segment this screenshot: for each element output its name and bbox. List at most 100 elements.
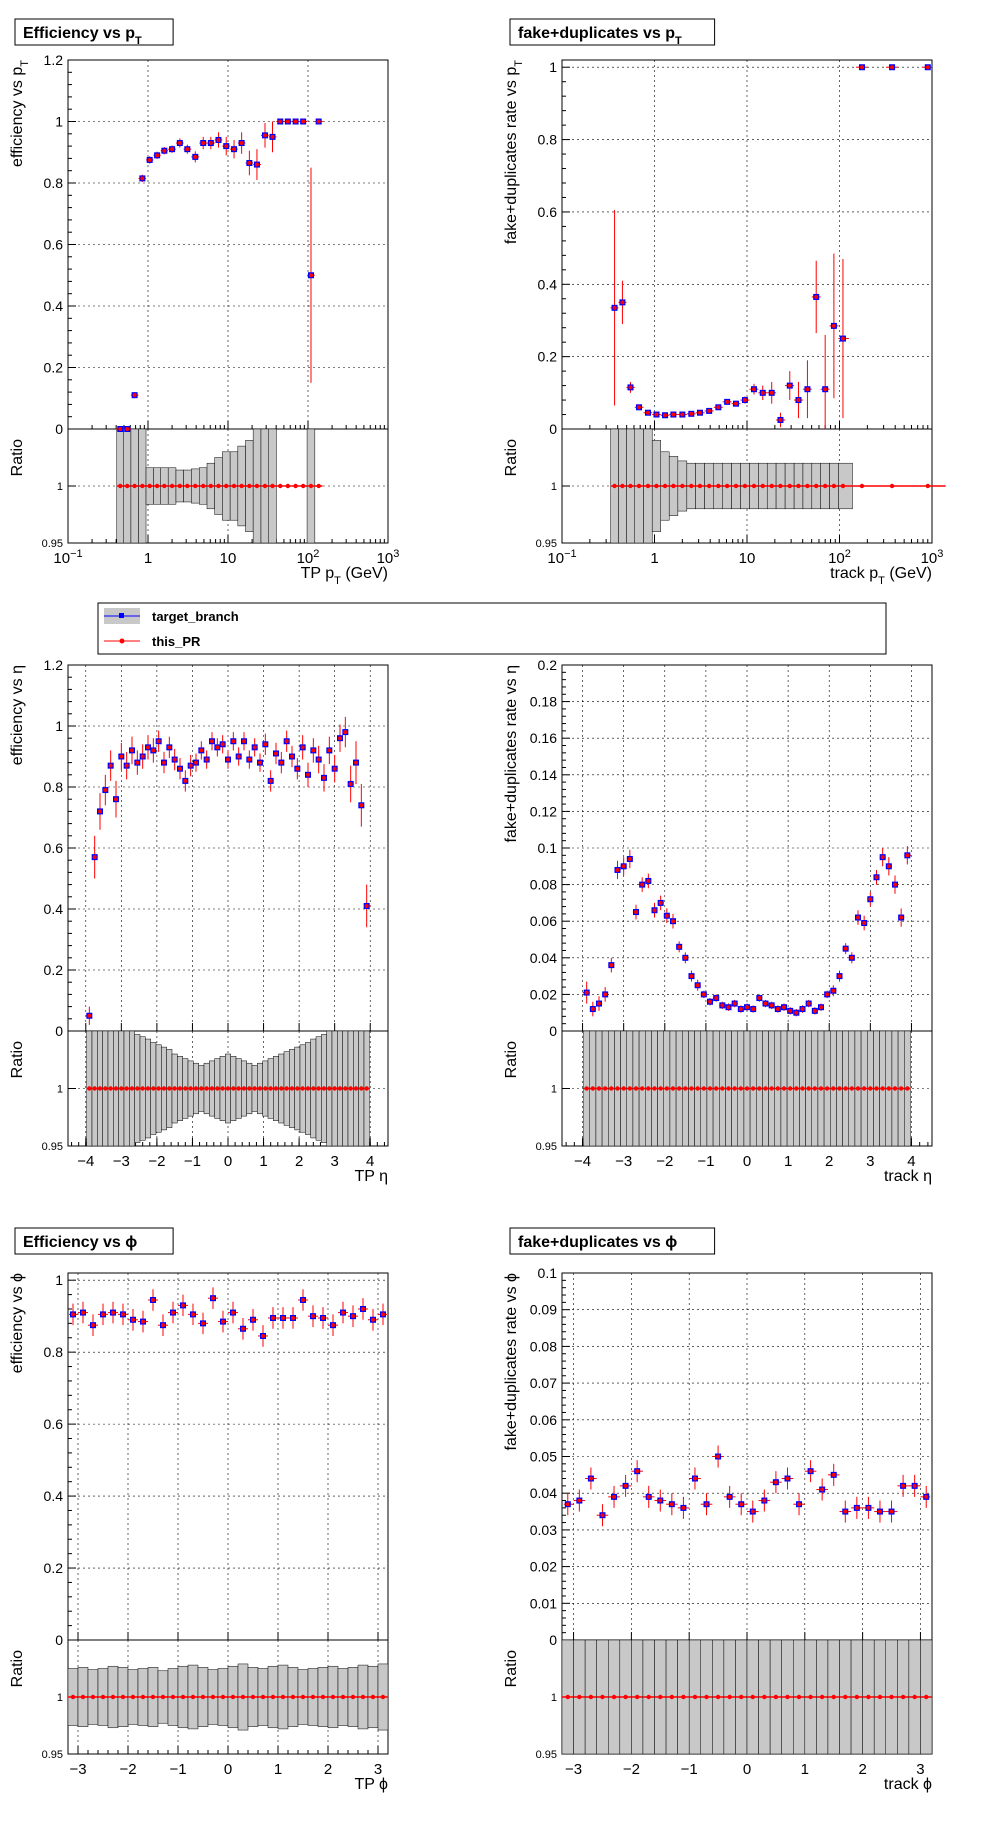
y-axis-title: efficiency vs η [9,665,26,765]
x-tick-label: 0 [743,1761,751,1778]
ratio-marker [247,1086,252,1091]
data-point-current [170,147,175,152]
data-point-current [220,742,225,747]
data-point-current [637,405,642,410]
data-point-current [268,778,273,783]
x-axis-title: TP ϕ [354,1776,388,1793]
chart-title-box: Efficiency vs ϕ [14,1227,174,1255]
chart-eff-eta: 0 0.2 0.4 0.6 0.8 1 1.2 0.95 1 −4 −3 −2 −1 0 1 2 3 4TP η e… [9,657,389,1185]
data-point-current [714,996,719,1001]
data-point-current [750,1509,755,1514]
ratio-axis-title: Ratio [9,1041,26,1078]
data-point-current [837,974,842,979]
data-point-current [689,411,694,416]
data-point-current [211,1296,215,1301]
data-point-current [270,134,275,139]
ratio-marker [868,1086,873,1091]
data-point-current [327,748,332,753]
ratio-marker [270,483,275,489]
y-tick-label: 0.09 [530,1302,557,1318]
data-point-current [199,748,204,753]
ratio-marker [701,1086,707,1091]
y-tick-label: 0.2 [538,657,558,673]
data-point-current [742,398,747,403]
data-point-current [671,412,676,417]
ratio-marker [620,483,625,489]
x-tick-label: 3 [916,1761,924,1778]
data-point-current [111,1310,115,1315]
data-point-current [140,176,145,181]
data-point-current [188,763,193,768]
x-tick-label: −1 [169,1761,186,1778]
data-point-current [290,754,294,759]
data-point-current [745,1005,749,1010]
data-point-current [135,760,140,765]
ratio-marker [278,483,283,489]
data-point-current [738,1007,743,1012]
data-point-current [814,294,819,299]
ratio-marker [220,1694,226,1700]
ratio-marker [240,1694,246,1700]
data-point-current [856,915,860,920]
ratio-y-tick-label: 1 [551,1692,557,1704]
data-point-current [663,413,668,418]
data-point-current [91,1323,95,1328]
data-point-current [866,1505,871,1510]
data-point-current [762,1498,767,1503]
x-tick-label: −3 [615,1153,632,1170]
ratio-marker [177,1086,183,1091]
data-point-current [899,915,904,920]
ratio-marker [140,1086,145,1091]
data-point-current [141,1319,145,1324]
ratio-marker [664,1086,670,1091]
data-point-current [215,745,220,750]
y-axis-title: efficiency vs pT [9,60,31,167]
ratio-marker [305,1086,311,1091]
y-tick-label: 0 [549,1632,557,1648]
data-point-current [151,1297,155,1302]
y-tick-label: 0.6 [538,204,558,220]
ratio-marker [924,1694,929,1700]
ratio-marker [327,1086,332,1091]
data-point-current [311,1314,315,1319]
data-point-current [172,757,177,762]
data-point-current [381,1312,385,1317]
data-point-current [635,1469,640,1474]
y-tick-label: 0.12 [530,803,557,819]
data-point-current [862,921,867,926]
data-point-current [208,141,213,146]
ratio-marker [200,1694,206,1700]
data-point-current [609,963,614,968]
data-point-current [669,1502,674,1507]
data-point-current [868,897,873,902]
title-frame [509,1227,716,1255]
legend-entry-target-branch: target_branch [104,608,239,624]
ratio-marker [113,1086,119,1091]
ratio-marker [600,1694,605,1700]
data-point-current [658,900,663,905]
ratio-marker [796,483,801,489]
y-tick-label: 0.6 [44,1416,64,1432]
data-point-current [808,1469,813,1474]
data-point-current [343,730,348,735]
ratio-marker [854,1694,860,1700]
ratio-marker [843,1694,848,1700]
ratio-marker [900,1694,906,1700]
data-point-current [124,763,129,768]
ratio-marker [118,483,123,489]
ratio-marker [800,1086,805,1091]
data-point-current [732,1001,737,1006]
ratio-marker [738,1086,744,1091]
ratio-marker [733,483,739,489]
ratio-marker [806,1086,811,1091]
ratio-marker [268,1086,273,1091]
ratio-marker [636,483,642,489]
legend-blue-marker [119,613,124,618]
ratio-marker [289,1086,295,1091]
ratio-marker [180,1694,186,1700]
data-point-current [677,944,682,949]
ratio-marker [208,483,214,489]
ratio-marker [90,1694,96,1700]
data-point-current [183,778,188,783]
ratio-marker [787,483,792,489]
